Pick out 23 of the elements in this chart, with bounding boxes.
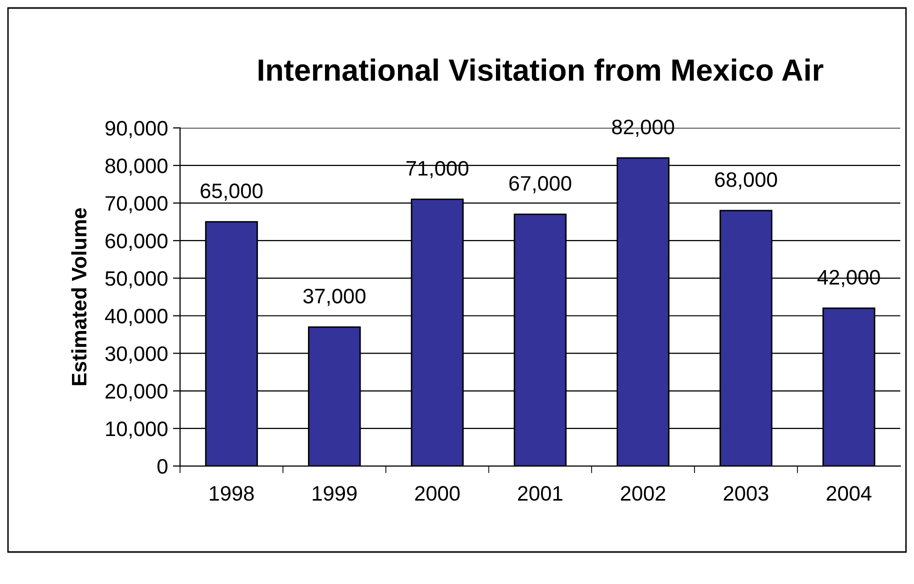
- data-label: 68,000: [715, 172, 778, 190]
- data-label: 65,000: [200, 184, 263, 201]
- x-tick-label: 2001: [518, 486, 562, 501]
- y-tick-label: 80,000: [105, 158, 168, 176]
- x-tick-label: 2004: [826, 486, 872, 501]
- y-tick-label: 70,000: [106, 196, 168, 214]
- x-tick-label: 1998: [210, 486, 254, 501]
- y-tick-label: 20,000: [106, 384, 168, 402]
- x-tick-label: 2003: [724, 486, 768, 501]
- data-label: 37,000: [303, 288, 366, 306]
- data-label: 67,000: [509, 176, 572, 194]
- chart-title: International Visitation from Mexico Air: [258, 58, 824, 81]
- y-tick-label: 10,000: [106, 421, 168, 439]
- y-tick-label: 90,000: [106, 120, 168, 138]
- x-tick-label: 1999: [312, 486, 357, 501]
- y-tick-label: 30,000: [105, 346, 168, 364]
- y-axis-title: Estimated Volume: [71, 208, 87, 386]
- y-tick-label: 0: [157, 459, 168, 474]
- x-tick-label: 2002: [620, 486, 666, 501]
- y-tick-label: 40,000: [105, 308, 168, 326]
- y-tick-label: 60,000: [106, 234, 168, 251]
- x-tick-label: 2000: [415, 486, 460, 501]
- y-tick-label: 50,000: [105, 271, 168, 288]
